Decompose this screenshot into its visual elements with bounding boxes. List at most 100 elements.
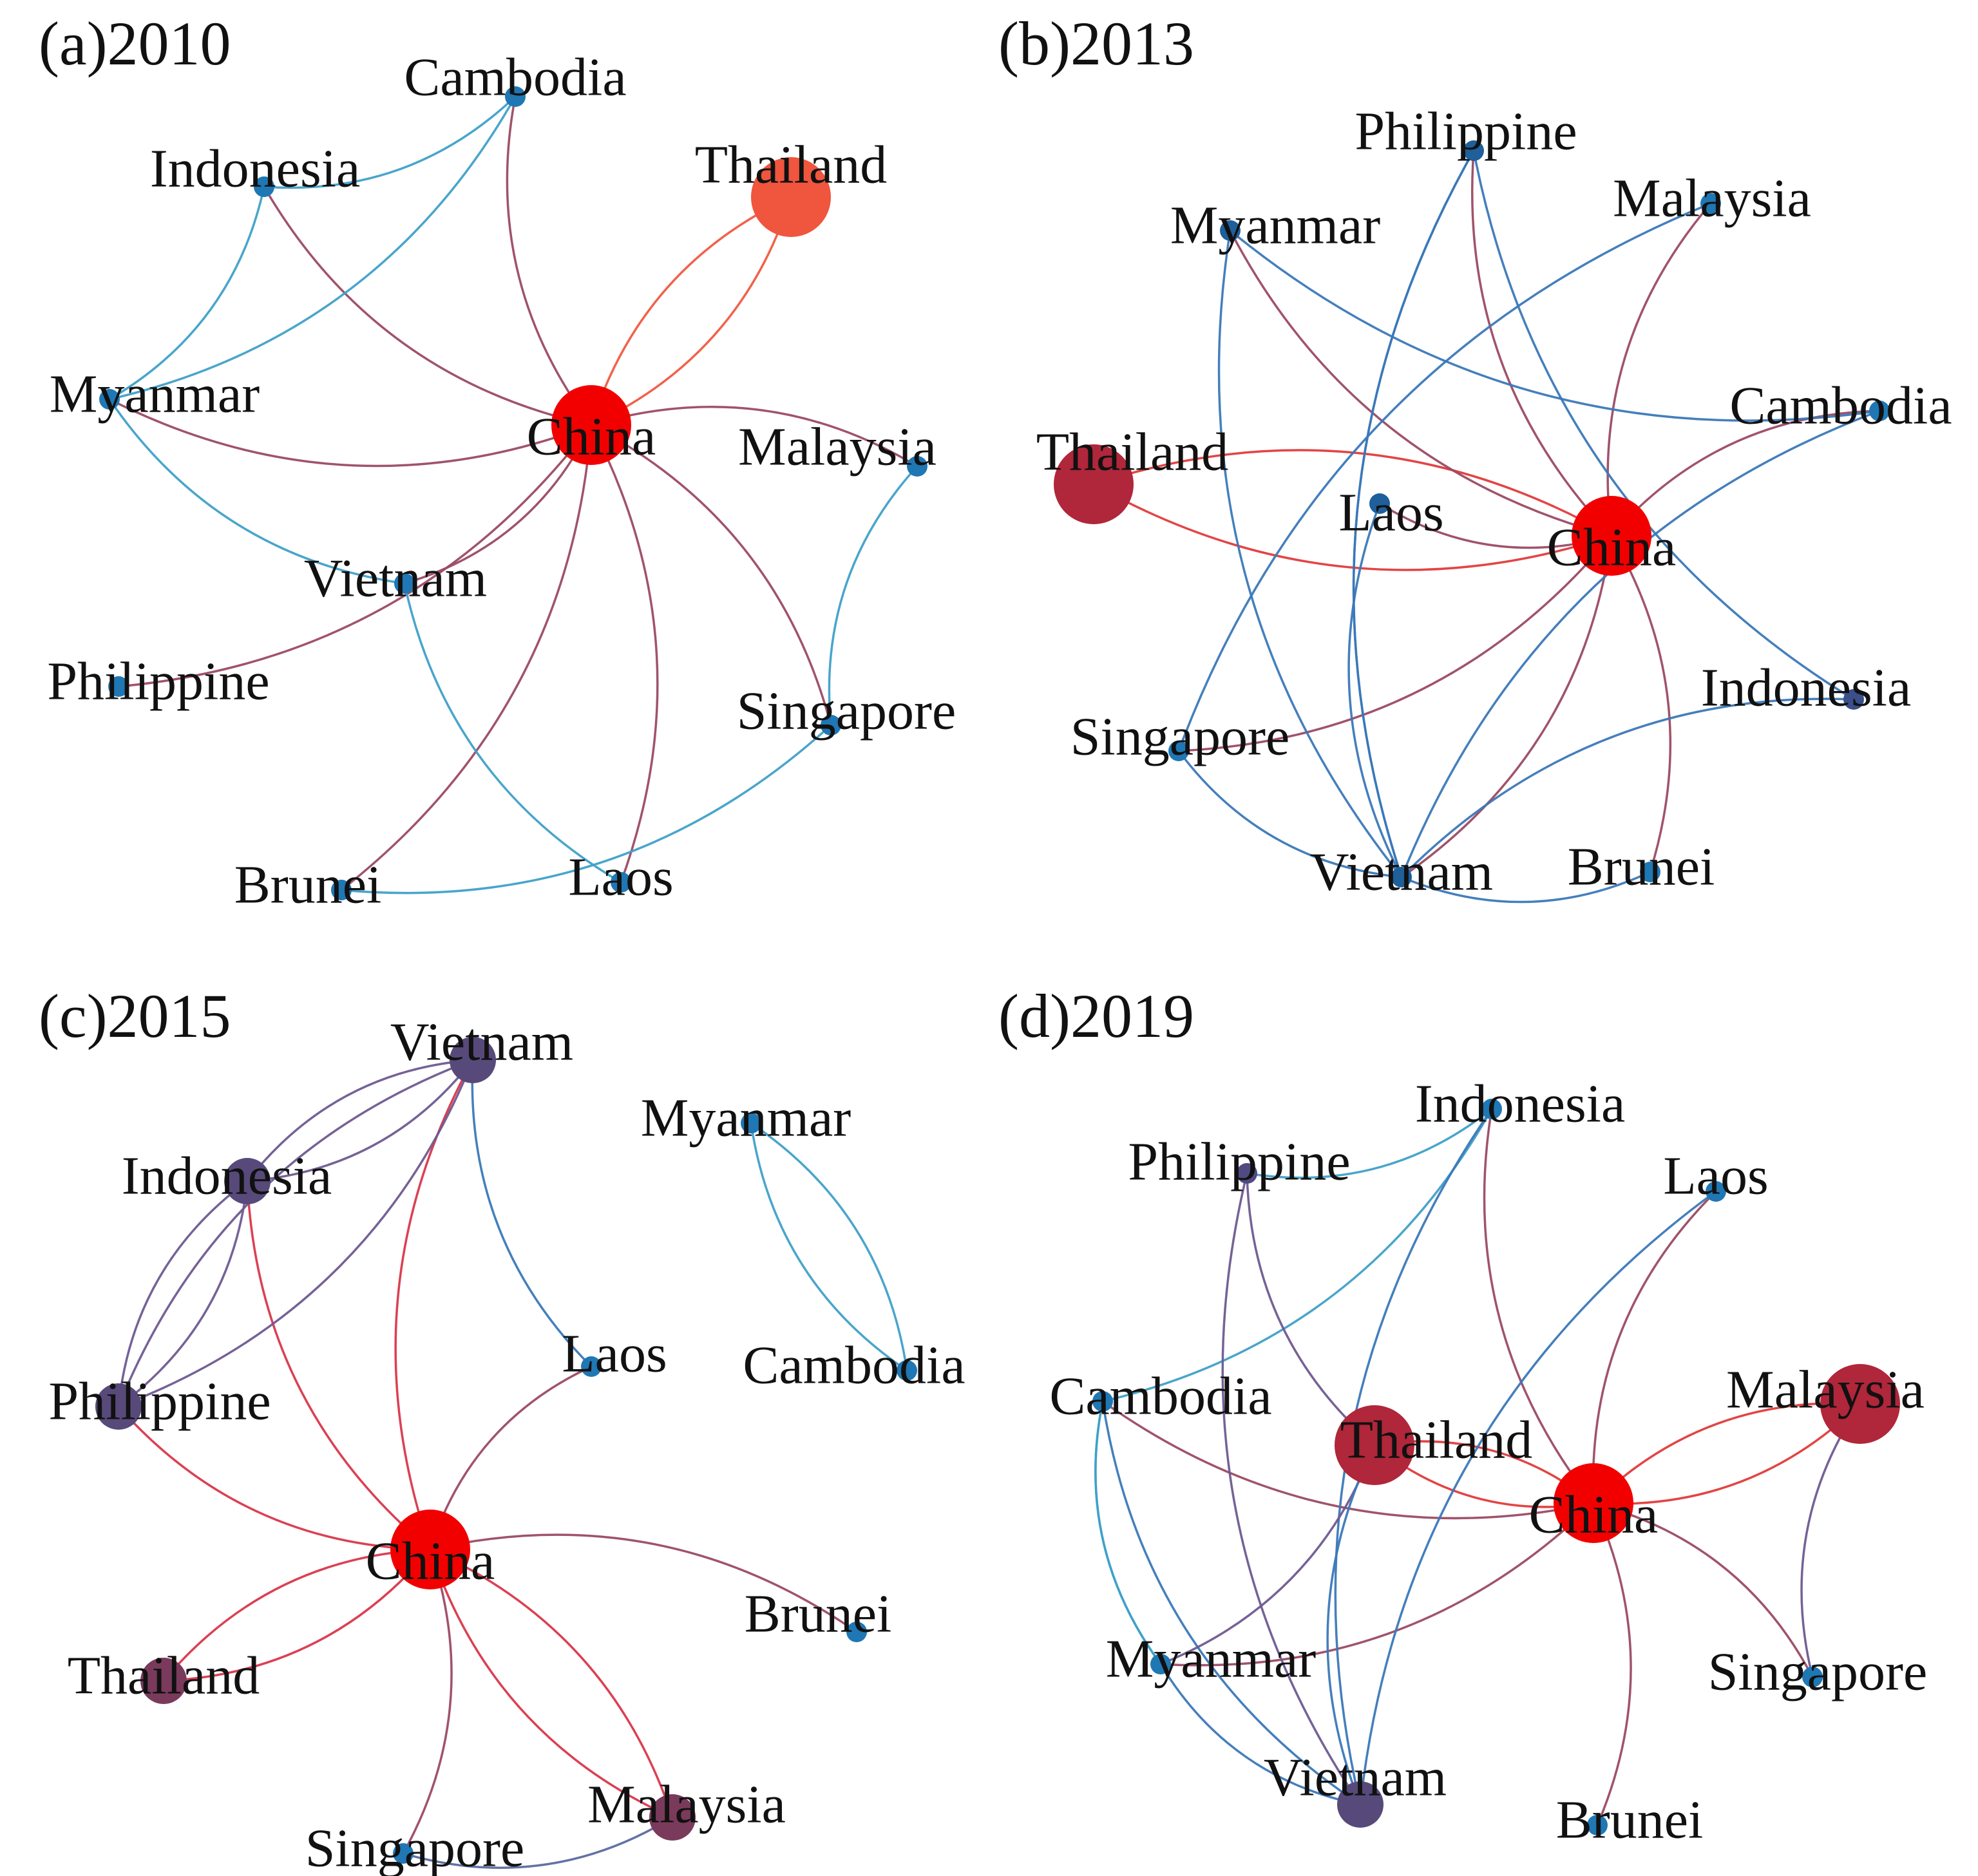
node-label-brunei: Brunei bbox=[1556, 1790, 1704, 1850]
node-label-philippine: Philippine bbox=[48, 1371, 271, 1431]
node-indonesia bbox=[1843, 689, 1864, 710]
node-label-vietnam: Vietnam bbox=[1310, 842, 1493, 902]
node-label-singapore: Singapore bbox=[1070, 706, 1290, 766]
node-label-thailand: Thailand bbox=[695, 135, 888, 194]
edge-china-thailand bbox=[591, 196, 792, 426]
node-label-laos: Laos bbox=[1663, 1146, 1768, 1206]
edge-singapore-china bbox=[1178, 535, 1613, 752]
node-label-brunei: Brunei bbox=[1568, 837, 1715, 896]
node-label-thailand: Thailand bbox=[1340, 1410, 1533, 1470]
node-thailand bbox=[751, 157, 831, 237]
edge-philippine-china bbox=[1471, 150, 1613, 537]
edge-singapore-china bbox=[591, 424, 832, 726]
edge-thailand-china bbox=[590, 196, 792, 426]
node-label-cambodia: Cambodia bbox=[1729, 375, 1952, 435]
node-thailand bbox=[1054, 444, 1134, 524]
node-malaysia bbox=[1700, 193, 1721, 214]
node-laos bbox=[1706, 1181, 1726, 1202]
node-malaysia bbox=[1820, 1364, 1900, 1444]
edge-china-malaysia bbox=[1593, 1403, 1861, 1505]
node-myanmar bbox=[741, 1113, 761, 1133]
edge-china-thailand bbox=[162, 1548, 431, 1682]
node-myanmar bbox=[99, 389, 120, 410]
edge-myanmar-indonesia bbox=[109, 186, 265, 401]
node-label-singapore: Singapore bbox=[737, 681, 956, 741]
edge-malaysia-china bbox=[1606, 202, 1712, 536]
node-label-indonesia: Indonesia bbox=[122, 1146, 332, 1206]
edge-laos-china bbox=[1592, 1190, 1717, 1504]
edge-cambodia-china bbox=[1101, 1400, 1594, 1520]
edge-philippine-vietnam bbox=[1352, 150, 1475, 878]
node-philippine bbox=[95, 1383, 142, 1430]
edge-myanmar-cambodia bbox=[1229, 229, 1880, 422]
node-indonesia bbox=[254, 176, 274, 197]
node-label-indonesia: Indonesia bbox=[150, 138, 361, 198]
node-indonesia bbox=[1481, 1099, 1502, 1119]
node-label-brunei: Brunei bbox=[234, 855, 382, 914]
node-label-cambodia: Cambodia bbox=[404, 47, 626, 107]
edge-vietnam-china bbox=[394, 1059, 474, 1550]
node-cambodia bbox=[1869, 401, 1890, 421]
node-vietnam bbox=[1337, 1781, 1384, 1828]
edge-myanmar-vietnam bbox=[108, 399, 405, 585]
node-label-indonesia: Indonesia bbox=[1415, 1074, 1626, 1133]
edge-thailand-china bbox=[1093, 483, 1612, 571]
edge-philippine-china bbox=[117, 1405, 431, 1551]
node-malaysia bbox=[907, 456, 927, 477]
node-label-malaysia: Malaysia bbox=[587, 1774, 786, 1834]
edge-myanmar-china bbox=[109, 398, 592, 468]
node-cambodia bbox=[897, 1360, 917, 1381]
edge-malaysia-singapore bbox=[1800, 1403, 1861, 1678]
edge-laos-vietnam bbox=[1347, 503, 1403, 878]
edge-thailand-vietnam bbox=[1326, 1445, 1376, 1805]
node-myanmar bbox=[1220, 220, 1241, 241]
edge-philippine-indonesia bbox=[1472, 150, 1854, 701]
edge-indonesia-cambodia bbox=[263, 95, 517, 189]
node-myanmar bbox=[1150, 1654, 1171, 1674]
node-indonesia bbox=[224, 1158, 271, 1204]
node-china bbox=[551, 385, 631, 465]
node-label-china: China bbox=[1547, 517, 1677, 577]
node-philippine bbox=[1237, 1163, 1257, 1184]
panel-c: China Vietnam Indonesia Philippine Laos Myanm… bbox=[39, 981, 965, 1876]
node-laos bbox=[581, 1356, 602, 1377]
edge-brunei-singapore bbox=[341, 724, 832, 895]
node-label-singapore: Singapore bbox=[305, 1818, 525, 1876]
node-vietnam bbox=[450, 1037, 496, 1083]
node-label-vietnam: Vietnam bbox=[390, 1012, 573, 1072]
node-china bbox=[390, 1510, 470, 1589]
edge-indonesia-vietnam bbox=[1400, 697, 1854, 878]
edge-malaysia-china bbox=[591, 406, 918, 468]
node-label-cambodia: Cambodia bbox=[1049, 1366, 1271, 1426]
node-label-china: China bbox=[366, 1531, 495, 1591]
edge-thailand-china bbox=[163, 1548, 432, 1682]
edge-brunei-china bbox=[1610, 535, 1672, 873]
edge-philippine-thailand bbox=[1246, 1173, 1376, 1446]
node-label-thailand: Thailand bbox=[1036, 422, 1229, 482]
edge-myanmar-vietnam bbox=[1159, 1663, 1361, 1806]
edge-indonesia-philippine bbox=[117, 1180, 249, 1407]
edge-cambodia-china bbox=[506, 96, 593, 426]
edge-indonesia-china bbox=[246, 1180, 432, 1551]
node-vietnam bbox=[1391, 867, 1412, 887]
node-label-vietnam: Vietnam bbox=[1264, 1747, 1447, 1807]
edge-cambodia-myanmar bbox=[1094, 1401, 1162, 1665]
edge-vietnam-philippine bbox=[117, 1059, 473, 1407]
node-china bbox=[1572, 496, 1651, 576]
edge-philippine-vietnam bbox=[1221, 1173, 1362, 1805]
node-label-china: China bbox=[1529, 1484, 1659, 1544]
node-singapore bbox=[1168, 741, 1189, 761]
node-label-myanmar: Myanmar bbox=[641, 1088, 851, 1148]
node-label-cambodia: Cambodia bbox=[743, 1335, 965, 1395]
edge-vietnam-brunei bbox=[1401, 871, 1651, 904]
panel-d-title: (d)2019 bbox=[998, 981, 1194, 1050]
node-china bbox=[1554, 1463, 1633, 1543]
edge-cambodia-china bbox=[1610, 410, 1880, 537]
node-singapore bbox=[393, 1843, 414, 1864]
edge-philippine-vietnam bbox=[118, 1059, 474, 1408]
panel-a-title: (a)2010 bbox=[39, 9, 231, 78]
edge-singapore-malaysia bbox=[403, 1816, 673, 1869]
edge-myanmar-cambodia bbox=[750, 1123, 908, 1372]
panel-a: China Thailand Cambodia Indonesia Myanmar Mal… bbox=[39, 9, 956, 914]
edge-myanmar-vietnam bbox=[1217, 230, 1403, 878]
